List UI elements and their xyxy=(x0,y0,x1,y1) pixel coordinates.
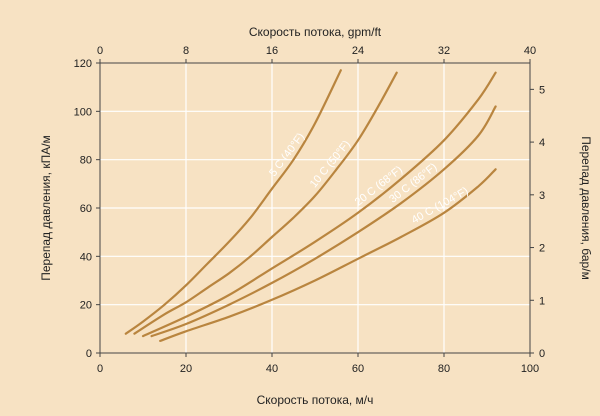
x-tick-label: 20 xyxy=(180,363,192,375)
y-tick-label: 100 xyxy=(74,106,92,118)
x-tick-label: 80 xyxy=(438,363,450,375)
x2-tick-label: 8 xyxy=(183,45,189,57)
x2-tick-label: 24 xyxy=(352,45,364,57)
series-line xyxy=(141,71,497,338)
series-line xyxy=(150,105,497,338)
x2-tick-label: 40 xyxy=(524,45,536,57)
y2-tick-label: 3 xyxy=(539,190,545,202)
x2-tick-label: 0 xyxy=(97,45,103,57)
grid xyxy=(100,63,530,353)
series-line xyxy=(124,69,342,335)
y-tick-label: 120 xyxy=(74,58,92,70)
bottom-axis-title: Скорость потока, м/ч xyxy=(257,393,374,407)
x2-tick-label: 16 xyxy=(266,45,278,57)
x-tick-label: 60 xyxy=(352,363,364,375)
series-label: 40 C (104°F) xyxy=(410,185,471,226)
series-label: 5 C (40°F) xyxy=(267,131,307,179)
top-axis-title: Скорость потока, gpm/ft xyxy=(249,25,382,39)
y2-tick-label: 5 xyxy=(539,84,545,96)
right-axis-title: Перепад давления, бар/м xyxy=(579,136,593,280)
series-line xyxy=(159,168,497,342)
y-tick-label: 0 xyxy=(86,348,92,360)
series-line xyxy=(133,71,398,335)
x-tick-label: 100 xyxy=(521,363,539,375)
x-tick-label: 0 xyxy=(97,363,103,375)
y-tick-label: 80 xyxy=(80,155,92,167)
y2-tick-label: 0 xyxy=(539,348,545,360)
x-tick-label: 40 xyxy=(266,363,278,375)
y2-tick-label: 4 xyxy=(539,137,545,149)
y-tick-label: 60 xyxy=(80,203,92,215)
y-tick-label: 40 xyxy=(80,251,92,263)
left-axis-title: Перепад давления, кПА/м xyxy=(39,135,53,281)
y2-tick-label: 1 xyxy=(539,295,545,307)
y2-tick-label: 2 xyxy=(539,243,545,255)
y-tick-label: 20 xyxy=(80,300,92,312)
axis-ticks xyxy=(96,59,534,357)
series-label: 10 C (50°F) xyxy=(308,138,353,190)
x2-tick-label: 32 xyxy=(438,45,450,57)
